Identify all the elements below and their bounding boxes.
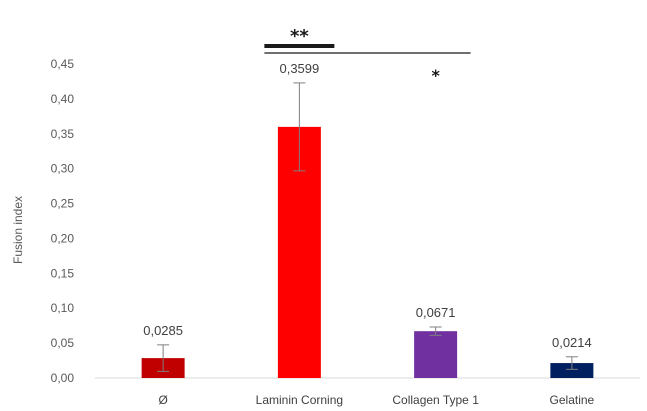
y-tick-label: 0,00: [51, 371, 75, 385]
category-label: Laminin Corning: [256, 393, 343, 407]
data-label: 0,0285: [143, 323, 183, 338]
y-tick-label: 0,30: [51, 162, 75, 176]
error-bars: [157, 82, 578, 372]
y-tick-label: 0,10: [51, 301, 75, 315]
significance-label: *: [431, 66, 440, 85]
data-label: 0,0214: [552, 335, 592, 350]
data-label: 0,0671: [416, 305, 456, 320]
y-tick-label: 0,25: [51, 197, 75, 211]
y-tick-label: 0,20: [51, 231, 75, 245]
category-label: Gelatine: [550, 393, 595, 407]
data-label: 0,3599: [279, 61, 319, 76]
category-label: Collagen Type 1: [392, 393, 479, 407]
category-label: Ø: [158, 393, 167, 407]
bar: [414, 331, 458, 378]
y-tick-label: 0,05: [51, 336, 75, 350]
data-labels: 0,0285 0,3599 0,0671 0,0214: [143, 61, 592, 350]
significance-label: **: [290, 26, 309, 47]
y-tick-label: 0,45: [51, 57, 75, 71]
y-tick-label: 0,35: [51, 127, 75, 141]
y-tick-label: 0,40: [51, 92, 75, 106]
bar: [550, 363, 594, 378]
y-axis-ticks: 0,00 0,05 0,10 0,15 0,20 0,25 0,30 0,35 0,40 0,45: [51, 57, 75, 385]
category-labels: Ø Laminin Corning Collagen Type 1 Gelatine: [158, 393, 594, 407]
significance-annotations: ***: [264, 26, 471, 85]
bars: [141, 126, 594, 378]
y-axis-label: Fusion index: [11, 196, 25, 264]
y-tick-label: 0,15: [51, 266, 75, 280]
